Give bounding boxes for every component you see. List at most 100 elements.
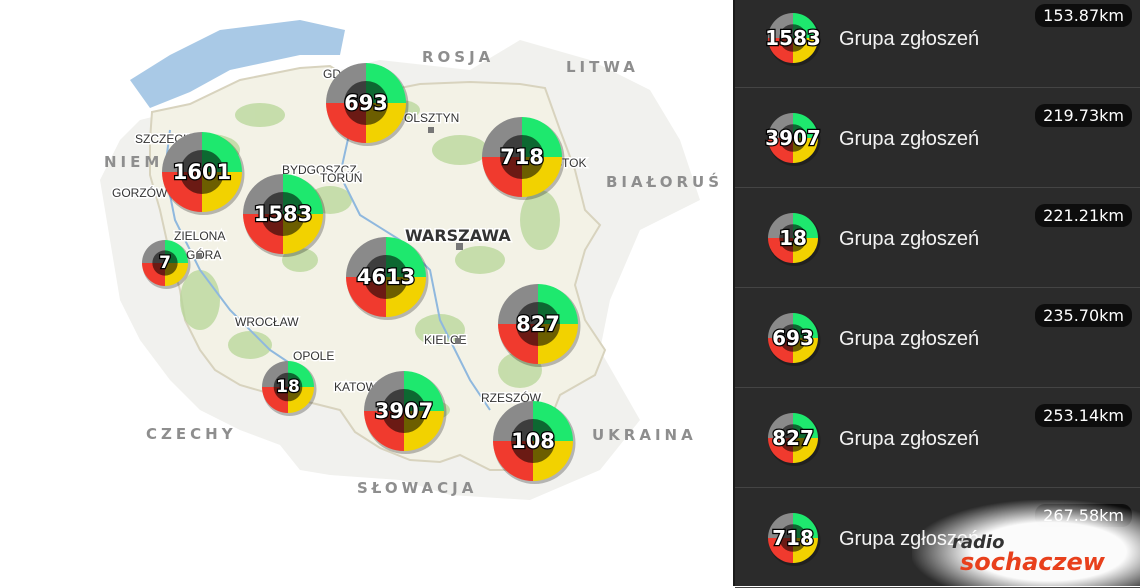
label-ukraina: UKRAINA bbox=[592, 426, 697, 444]
cluster-inner bbox=[152, 263, 165, 276]
row-cluster-icon: 693 bbox=[768, 313, 821, 366]
city-torun: TORUŃ bbox=[320, 170, 362, 185]
cluster-inner bbox=[793, 424, 807, 438]
cluster-marker[interactable]: 18 bbox=[768, 213, 821, 266]
cluster-inner bbox=[366, 81, 388, 103]
row-cluster-icon: 18 bbox=[768, 213, 821, 266]
cluster-count: 827 bbox=[772, 426, 814, 450]
cluster-marker[interactable]: 827 bbox=[768, 413, 821, 466]
cluster-marker[interactable]: 693 bbox=[768, 313, 821, 366]
cluster-count: 693 bbox=[344, 91, 388, 115]
cluster-layer[interactable]: 693 1601 1583 718 7 4613 827 18 3907 108 bbox=[142, 63, 581, 484]
cluster-inner bbox=[364, 277, 386, 299]
cluster-inner bbox=[364, 255, 386, 277]
cluster-inner bbox=[793, 524, 807, 538]
watermark-line1: radio bbox=[952, 532, 1005, 553]
cluster-inner bbox=[202, 172, 224, 194]
cluster-marker[interactable]: 108 bbox=[493, 401, 576, 484]
label-czechy: CZECHY bbox=[146, 425, 237, 443]
cluster-inner bbox=[516, 302, 538, 324]
result-row[interactable]: 18 Grupa zgłoszeń 221.21km bbox=[735, 188, 1140, 288]
city-zielona: ZIELONA bbox=[174, 229, 225, 243]
cluster-inner bbox=[382, 389, 404, 411]
cluster-marker[interactable]: 718 bbox=[482, 117, 565, 200]
cluster-count: 4613 bbox=[357, 265, 415, 289]
row-cluster-icon: 3907 bbox=[765, 113, 821, 166]
cluster-inner bbox=[283, 192, 305, 214]
cluster-count: 827 bbox=[516, 312, 560, 336]
cluster-inner bbox=[793, 24, 807, 38]
cluster-marker[interactable]: 1601 bbox=[162, 132, 245, 215]
cluster-marker[interactable]: 3907 bbox=[364, 371, 447, 454]
row-name: Grupa zgłoszeń bbox=[839, 428, 980, 450]
cluster-inner bbox=[779, 124, 793, 138]
row-distance-badge: 221.21km bbox=[1035, 204, 1132, 227]
cluster-inner bbox=[793, 138, 807, 152]
cluster-count: 3907 bbox=[765, 126, 821, 150]
cluster-marker[interactable]: 7 bbox=[142, 240, 191, 289]
watermark-logo: radio sochaczew bbox=[912, 500, 1140, 586]
cluster-marker[interactable]: 3907 bbox=[765, 113, 821, 166]
row-distance-badge: 253.14km bbox=[1035, 404, 1132, 427]
city-kielce: KIELCE bbox=[424, 333, 467, 347]
cluster-marker[interactable]: 718 bbox=[768, 513, 821, 566]
city-olsztyn: OLSZTYN bbox=[404, 111, 459, 125]
result-row[interactable]: 693 Grupa zgłoszeń 235.70km bbox=[735, 288, 1140, 388]
result-row[interactable]: 1583 Grupa zgłoszeń 153.87km bbox=[735, 0, 1140, 88]
cluster-marker[interactable]: 827 bbox=[498, 284, 581, 367]
label-rosja: ROSJA bbox=[422, 48, 494, 66]
cluster-inner bbox=[793, 38, 807, 52]
cluster-inner bbox=[344, 103, 366, 125]
city-opole: OPOLE bbox=[293, 349, 334, 363]
cluster-count: 718 bbox=[772, 526, 814, 550]
cluster-inner bbox=[793, 224, 807, 238]
cluster-inner bbox=[261, 192, 283, 214]
row-distance-badge: 235.70km bbox=[1035, 304, 1132, 327]
cluster-inner bbox=[202, 150, 224, 172]
result-row[interactable]: 827 Grupa zgłoszeń 253.14km bbox=[735, 388, 1140, 488]
cluster-inner bbox=[500, 157, 522, 179]
cluster-inner bbox=[793, 238, 807, 252]
cluster-inner bbox=[533, 441, 555, 463]
cluster-inner bbox=[793, 338, 807, 352]
cluster-marker[interactable]: 693 bbox=[326, 63, 409, 146]
cluster-inner bbox=[273, 372, 288, 387]
row-name: Grupa zgłoszeń bbox=[839, 28, 980, 50]
cluster-inner bbox=[533, 419, 555, 441]
city-wroclaw: WROCŁAW bbox=[235, 315, 299, 329]
row-cluster-icon: 827 bbox=[768, 413, 821, 466]
row-distance-badge: 153.87km bbox=[1035, 4, 1132, 27]
cluster-inner bbox=[779, 224, 793, 238]
cluster-marker[interactable]: 1583 bbox=[243, 174, 326, 257]
map-view[interactable]: ROSJA LITWA BIAŁORUŚ UKRAINA SŁOWACJA CZ… bbox=[0, 0, 733, 586]
cluster-inner bbox=[779, 338, 793, 352]
result-row[interactable]: 3907 Grupa zgłoszeń 219.73km bbox=[735, 88, 1140, 188]
cluster-inner bbox=[180, 172, 202, 194]
cluster-inner bbox=[779, 24, 793, 38]
cluster-count: 108 bbox=[511, 429, 555, 453]
results-panel[interactable]: 1583 Grupa zgłoszeń 153.87km 3907 Grupa zgło… bbox=[733, 0, 1140, 588]
city-gora: GÓRA bbox=[186, 247, 221, 262]
cluster-count: 693 bbox=[772, 326, 814, 350]
cluster-marker[interactable]: 1583 bbox=[765, 13, 821, 66]
cluster-inner bbox=[386, 255, 408, 277]
cluster-inner bbox=[779, 438, 793, 452]
cluster-marker[interactable]: 4613 bbox=[346, 237, 429, 320]
cluster-inner bbox=[538, 324, 560, 346]
cluster-inner bbox=[779, 538, 793, 552]
baltic-sea bbox=[130, 20, 345, 108]
cluster-marker[interactable]: 18 bbox=[262, 361, 317, 416]
cluster-inner bbox=[511, 419, 533, 441]
row-name: Grupa zgłoszeń bbox=[839, 328, 980, 350]
cluster-count: 7 bbox=[159, 253, 171, 273]
cluster-inner bbox=[522, 135, 544, 157]
cluster-inner bbox=[283, 214, 305, 236]
cluster-inner bbox=[261, 214, 283, 236]
map-canvas[interactable]: ROSJA LITWA BIAŁORUŚ UKRAINA SŁOWACJA CZ… bbox=[0, 0, 733, 586]
city-gorzow: GORZÓW bbox=[112, 185, 168, 200]
city-warszawa: WARSZAWA bbox=[405, 226, 511, 245]
cluster-inner bbox=[180, 150, 202, 172]
label-bialorus: BIAŁORUŚ bbox=[606, 172, 723, 191]
cluster-inner bbox=[538, 302, 560, 324]
city-bydgoszcz: BYDGOSZCZ bbox=[282, 163, 357, 177]
